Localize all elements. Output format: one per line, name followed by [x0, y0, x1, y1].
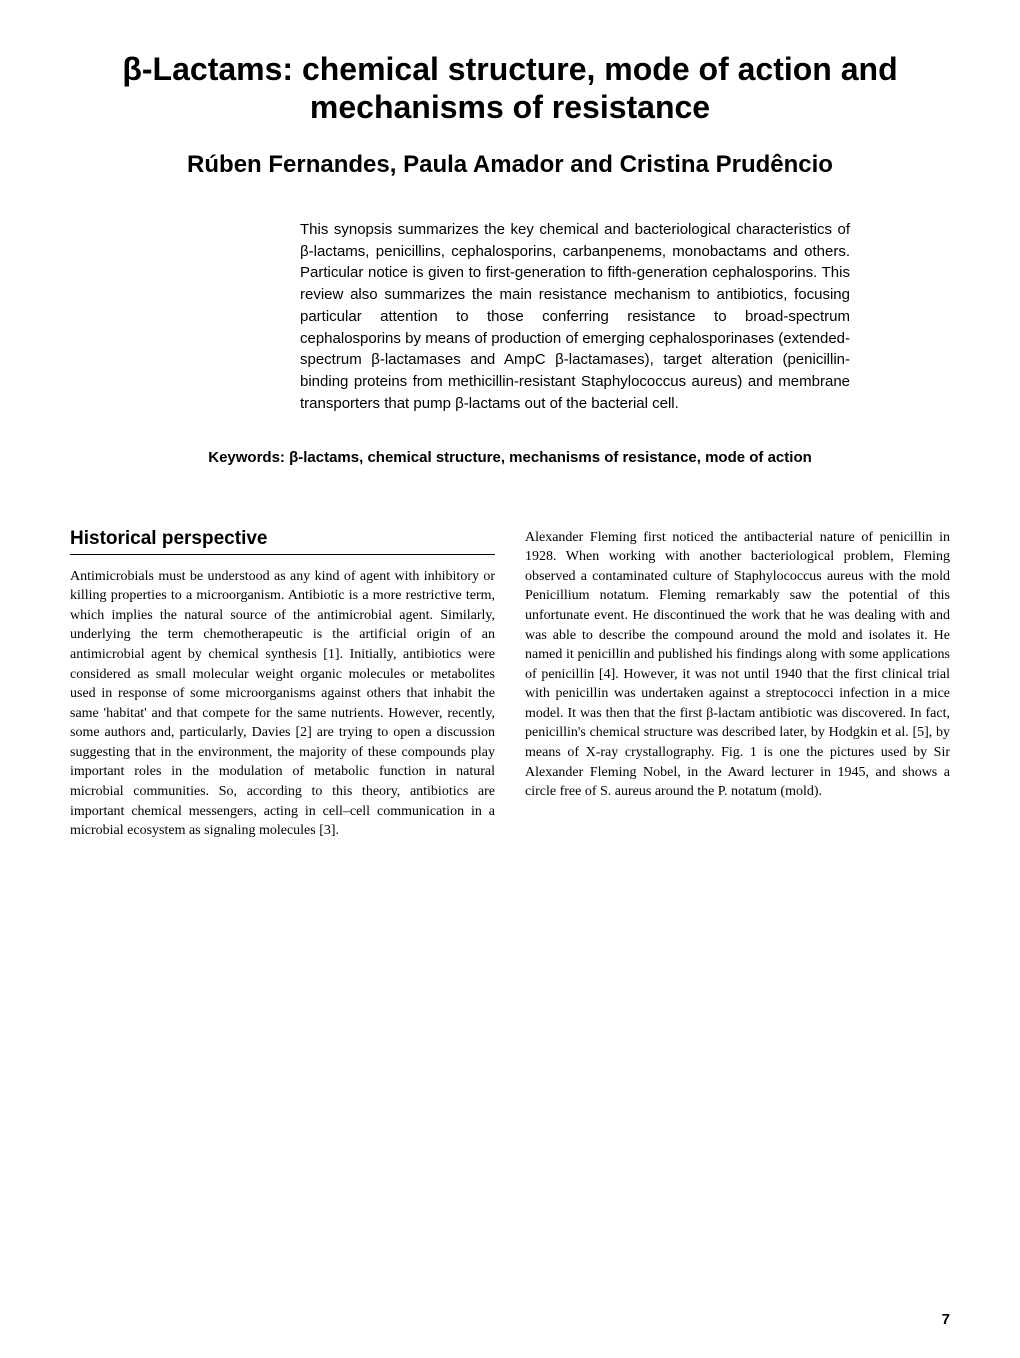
two-column-layout: Historical perspective Antimicrobials mu…: [70, 528, 950, 841]
section-heading: Historical perspective: [70, 528, 495, 555]
left-column: Historical perspective Antimicrobials mu…: [70, 528, 495, 841]
authors-line: Rúben Fernandes, Paula Amador and Cristi…: [70, 151, 950, 179]
keywords-label: Keywords:: [208, 449, 285, 466]
article-title: β-Lactams: chemical structure, mode of a…: [70, 50, 950, 127]
page-number: 7: [942, 1311, 950, 1328]
left-body-text: Antimicrobials must be understood as any…: [70, 567, 495, 841]
right-body-text: Alexander Fleming first noticed the anti…: [525, 528, 950, 802]
keywords-block: Keywords: β-lactams, chemical structure,…: [170, 447, 850, 468]
abstract-text: This synopsis summarizes the key chemica…: [170, 219, 850, 415]
keywords-text: β-lactams, chemical structure, mechanism…: [289, 449, 812, 466]
right-column: Alexander Fleming first noticed the anti…: [525, 528, 950, 841]
